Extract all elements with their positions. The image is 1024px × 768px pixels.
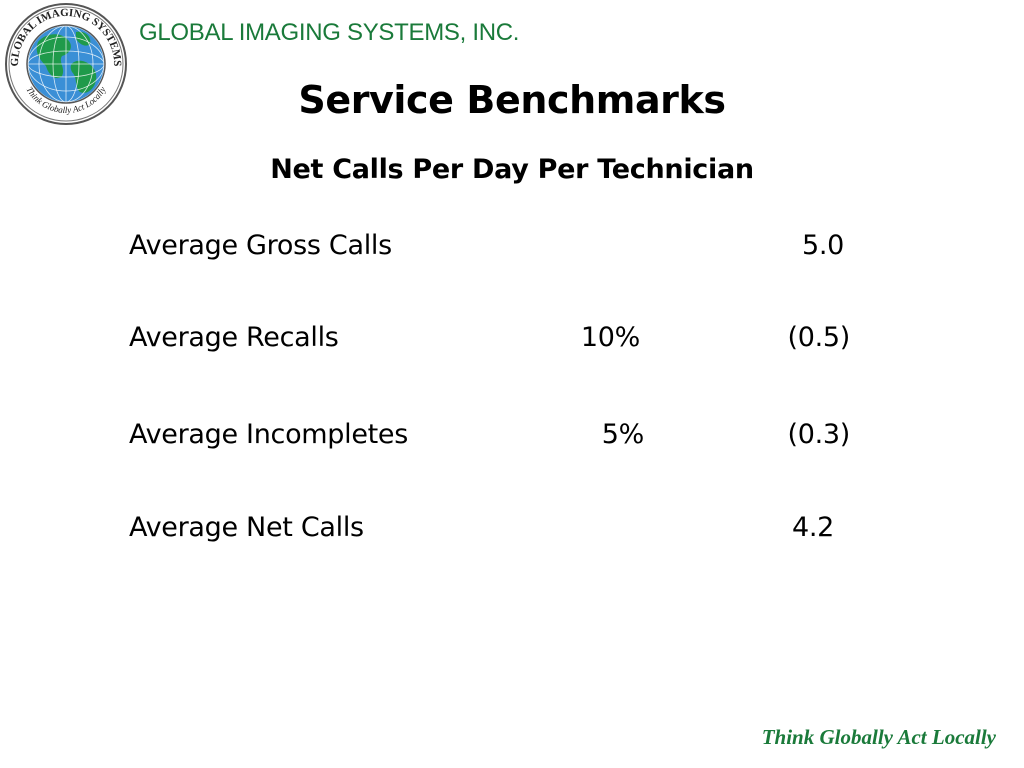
slide-title: Service Benchmarks [298, 78, 726, 122]
row-value: 4.2 [791, 512, 834, 543]
footer-tagline: Think Globally Act Locally [761, 725, 996, 749]
row-label: Average Gross Calls [129, 230, 392, 261]
globe-seal-icon: GLOBAL IMAGING SYSTEMS Think Globally Ac… [5, 3, 127, 125]
benchmark-row-net-calls: Average Net Calls 4.2 [0, 512, 1024, 552]
row-label: Average Recalls [129, 322, 339, 353]
row-value: (0.5) [787, 322, 850, 353]
benchmark-row-recalls: Average Recalls 10% (0.5) [0, 322, 1024, 362]
row-label: Average Net Calls [129, 512, 364, 543]
row-label: Average Incompletes [129, 419, 409, 450]
benchmark-row-incompletes: Average Incompletes 5% (0.3) [0, 419, 1024, 459]
row-percent: 10% [580, 322, 640, 353]
row-value: (0.3) [787, 419, 850, 450]
slide-subtitle: Net Calls Per Day Per Technician [270, 154, 754, 185]
row-value: 5.0 [801, 230, 844, 261]
row-percent: 5% [601, 419, 645, 450]
benchmark-row-gross-calls: Average Gross Calls 5.0 [0, 230, 1024, 270]
company-name: GLOBAL IMAGING SYSTEMS, INC. [139, 19, 520, 46]
